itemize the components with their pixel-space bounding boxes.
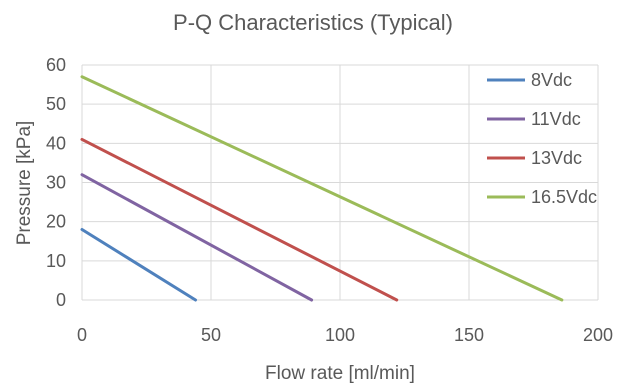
x-tick-label-4: 200 xyxy=(583,325,613,345)
x-tick-label-2: 100 xyxy=(325,325,355,345)
legend-label-11vdc: 11Vdc xyxy=(531,109,581,129)
y-tick-label-0: 0 xyxy=(56,290,66,310)
series-lines xyxy=(80,75,564,302)
grid-lines xyxy=(82,64,599,300)
x-tick-label-1: 50 xyxy=(201,325,221,345)
legend-label-8vdc: 8Vdc xyxy=(531,70,572,90)
y-tick-label-4: 40 xyxy=(46,133,66,153)
y-tick-label-1: 10 xyxy=(46,251,66,271)
series-line-11vdc xyxy=(80,173,314,302)
legend-label-16-5vdc: 16.5Vdc xyxy=(531,187,597,207)
series-line-8vdc xyxy=(80,228,198,302)
y-axis-label: Pressure [kPa] xyxy=(14,121,35,246)
series-line-13vdc xyxy=(80,137,399,302)
x-tick-label-3: 150 xyxy=(454,325,484,345)
series-line-16-5vdc xyxy=(80,75,564,302)
y-tick-labels: 0 10 20 30 40 50 60 xyxy=(46,55,66,310)
y-tick-label-5: 50 xyxy=(46,94,66,114)
y-tick-label-2: 20 xyxy=(46,212,66,232)
x-axis-label: Flow rate [ml/min] xyxy=(265,363,415,384)
chart-title: P-Q Characteristics (Typical) xyxy=(173,10,453,35)
x-tick-label-0: 0 xyxy=(77,325,87,345)
legend: 8Vdc 11Vdc 13Vdc 16.5Vdc xyxy=(487,70,597,207)
y-tick-label-3: 30 xyxy=(46,173,66,193)
axes xyxy=(81,65,598,301)
x-tick-labels: 0 50 100 150 200 xyxy=(77,325,613,345)
legend-label-13vdc: 13Vdc xyxy=(531,148,582,168)
y-tick-label-6: 60 xyxy=(46,55,66,75)
